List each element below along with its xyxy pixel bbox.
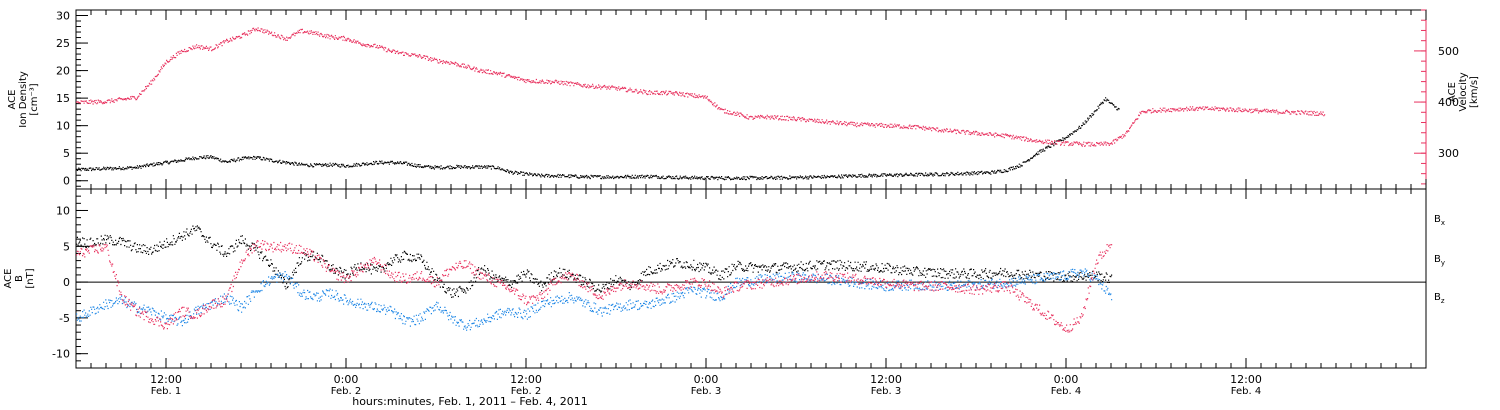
- density-axis-tick-label: 30: [56, 10, 70, 23]
- legend-bz: Bz: [1434, 292, 1445, 305]
- field-axis-tick-label: -5: [59, 312, 70, 325]
- density-axis-tick-label: 0: [63, 175, 70, 188]
- field-axis-label: ACEB[nT]: [3, 268, 36, 288]
- bottom-panel: -10 -5 0 5 10 ACEB[nT] Bx By Bz: [3, 188, 1445, 369]
- date-tick-label: Feb. 3: [691, 386, 721, 397]
- density-axis-tick-label: 20: [56, 65, 70, 78]
- date-tick-label: Feb. 4: [1231, 386, 1261, 397]
- density-axis-tick-label: 15: [56, 92, 70, 105]
- density-axis-label: ACEIon Density[cm⁻³]: [7, 71, 40, 128]
- field-axis-tick-label: 10: [56, 204, 70, 217]
- velocity-axis-tick-label: 300: [1438, 147, 1459, 160]
- time-axis-title: hours:minutes, Feb. 1, 2011 – Feb. 4, 20…: [352, 395, 588, 408]
- date-tick-label: Feb. 3: [871, 386, 901, 397]
- field-axis-tick-label: 5: [63, 240, 70, 253]
- time-tick-label: 12:00: [870, 373, 902, 386]
- top-panel: 0 5 10 15 20 25 30 300 400 500 ACEIon Density[cm⁻³…: [7, 9, 1480, 190]
- velocity-axis-label: ACEVelocity[km/s]: [1447, 72, 1480, 111]
- legend-bx: Bx: [1434, 214, 1445, 227]
- velocity-axis-tick-label: 400: [1438, 96, 1459, 109]
- series-by: [76, 268, 1113, 331]
- velocity-axis-tick-label: 500: [1438, 45, 1459, 58]
- field-axis-tick-label: -10: [52, 348, 70, 361]
- bottom-panel-frame: [75, 188, 1427, 369]
- date-tick-label: Feb. 2: [331, 386, 361, 397]
- time-tick-label: 0:00: [694, 373, 719, 386]
- time-tick-label: 0:00: [334, 373, 359, 386]
- date-tick-label: Feb. 2: [511, 386, 541, 397]
- date-tick-label: Feb. 4: [1051, 386, 1081, 397]
- time-tick-label: 12:00: [150, 373, 182, 386]
- time-tick-label: 0:00: [1054, 373, 1079, 386]
- velocity-series: [76, 27, 1326, 147]
- density-axis-tick-label: 25: [56, 37, 70, 50]
- time-tick-label: 12:00: [510, 373, 542, 386]
- density-series: [76, 97, 1120, 181]
- density-axis-tick-label: 10: [56, 120, 70, 133]
- time-tick-label: 12:00: [1230, 373, 1262, 386]
- density-axis-tick-label: 5: [63, 147, 70, 160]
- legend-by: By: [1434, 254, 1445, 267]
- series-bz: [76, 240, 1113, 333]
- field-axis-tick-label: 0: [63, 276, 70, 289]
- date-tick-label: Feb. 1: [151, 386, 181, 397]
